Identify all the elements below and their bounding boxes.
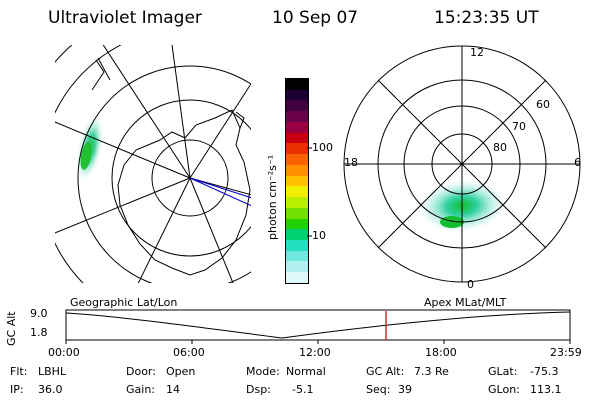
mlt-label-6: 6 (574, 156, 581, 169)
colorbar-swatch (286, 229, 308, 241)
ip-label: IP: (10, 383, 24, 396)
flt-label: Flt: (10, 365, 28, 378)
strip-xtick-0600: 06:00 (173, 346, 205, 359)
gcalt-label: GC Alt: (366, 365, 405, 378)
geo-panel-label: Geographic Lat/Lon (70, 296, 178, 309)
colorbar-swatch (286, 186, 308, 198)
glat-label: GLat: (488, 365, 518, 378)
mlt-label-0: 0 (467, 278, 474, 291)
colorbar-swatch (286, 132, 308, 144)
strip-xtick-1800: 18:00 (425, 346, 457, 359)
mode-value: Normal (286, 365, 326, 378)
gcalt-value: 7.3 Re (414, 365, 449, 378)
time-label: 15:23:35 UT (434, 8, 539, 28)
dsp-label: Dsp: (246, 383, 271, 396)
colorbar-swatch (286, 143, 308, 155)
dsp-value: -5.1 (292, 383, 314, 396)
colorbar-swatch (286, 89, 308, 101)
gain-value: 14 (166, 383, 180, 396)
glon-label: GLon: (488, 383, 520, 396)
ip-value: 36.0 (38, 383, 63, 396)
lat-label-80: 80 (493, 141, 507, 154)
colorbar-swatch (286, 272, 308, 283)
polar-panel-label: Apex MLat/MLT (424, 296, 507, 309)
lat-label-70: 70 (512, 120, 526, 133)
mlt-label-12: 12 (470, 46, 484, 59)
strip-ytick-9: 9.0 (30, 307, 48, 320)
colorbar-swatch (286, 100, 308, 112)
colorbar-swatch (286, 207, 308, 219)
seq-label: Seq: (366, 383, 391, 396)
colorbar-tick-10: 10 (312, 229, 326, 242)
mode-label: Mode: (246, 365, 280, 378)
mlt-label-18: 18 (344, 156, 358, 169)
lat-label-60: 60 (536, 98, 550, 111)
colorbar-swatch (286, 154, 308, 165)
colorbar-swatch (286, 197, 308, 208)
colorbar-swatch (286, 111, 308, 122)
strip-xtick-0000: 00:00 (48, 346, 80, 359)
strip-xtick-2359: 23:59 (550, 346, 582, 359)
strip-axis-title: GC Alt (5, 311, 18, 346)
gain-label: Gain: (126, 383, 155, 396)
door-label: Door: (126, 365, 156, 378)
colorbar-swatch (286, 121, 308, 133)
colorbar-unit-label: photon cm⁻²s⁻¹ (266, 154, 279, 240)
instrument-title: Ultraviolet Imager (48, 8, 202, 28)
colorbar-swatch (286, 175, 308, 187)
colorbar-tick-100: 100 (312, 141, 333, 154)
colorbar-swatch (286, 164, 308, 176)
colorbar-swatch (286, 218, 308, 230)
date-label: 10 Sep 07 (272, 8, 359, 28)
colorbar-swatch (286, 79, 308, 90)
glon-value: 113.1 (530, 383, 562, 396)
seq-value: 39 (398, 383, 412, 396)
intensity-colorbar (285, 78, 309, 284)
colorbar-swatch (286, 250, 308, 262)
strip-xtick-1200: 12:00 (299, 346, 331, 359)
colorbar-swatch (286, 261, 308, 273)
door-value: Open (166, 365, 196, 378)
colorbar-swatch (286, 240, 308, 251)
flt-value: LBHL (38, 365, 67, 378)
strip-ytick-1-8: 1.8 (30, 326, 48, 339)
glat-value: -75.3 (530, 365, 559, 378)
